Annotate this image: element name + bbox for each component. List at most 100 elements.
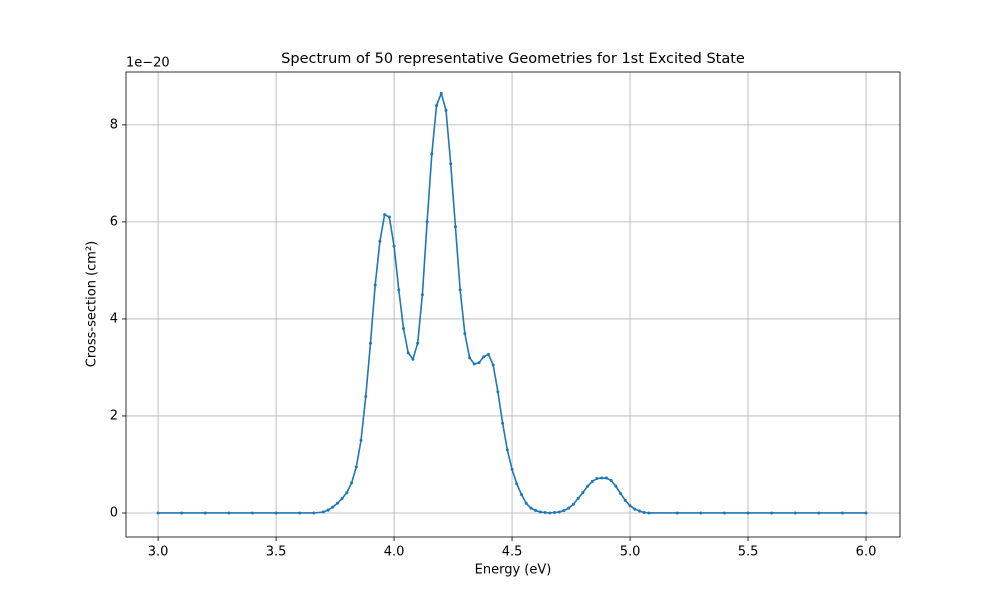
data-point (420, 293, 424, 297)
data-point (312, 511, 316, 515)
data-point (227, 511, 231, 515)
data-point (746, 511, 750, 515)
x-axis-label: Energy (eV) (475, 563, 552, 578)
plot-frame (125, 71, 901, 538)
data-point (468, 356, 472, 360)
data-point (619, 492, 623, 496)
data-point (439, 91, 443, 95)
data-point (637, 509, 641, 513)
data-point (534, 509, 538, 513)
data-point (576, 496, 580, 500)
data-point (350, 481, 354, 485)
data-point (628, 504, 632, 508)
data-point (444, 108, 448, 112)
data-point (586, 484, 590, 488)
data-point (722, 511, 726, 515)
y-tick-label: 6 (110, 214, 118, 229)
data-point (595, 477, 599, 481)
data-point (524, 501, 528, 505)
y-tick-label: 0 (110, 505, 118, 520)
data-point (515, 482, 519, 486)
data-point (458, 288, 462, 292)
data-point (529, 506, 533, 510)
data-point (642, 511, 646, 515)
data-point (567, 506, 571, 510)
data-point (623, 498, 627, 502)
data-point (326, 508, 330, 512)
data-point (402, 327, 406, 331)
data-point (519, 493, 523, 497)
data-point (449, 162, 453, 166)
data-point (331, 505, 335, 509)
data-point (274, 511, 278, 515)
data-point (378, 239, 382, 243)
data-point (491, 363, 495, 367)
y-tick-label: 2 (110, 408, 118, 423)
x-tick-label: 4.5 (502, 545, 523, 560)
data-point (430, 152, 434, 156)
x-tick-label: 3.5 (266, 545, 287, 560)
data-point (477, 361, 481, 365)
data-point (770, 511, 774, 515)
data-point (435, 103, 439, 107)
data-point (373, 283, 377, 287)
data-point (557, 510, 561, 514)
data-point (699, 511, 703, 515)
x-tick-label: 6.0 (856, 545, 877, 560)
data-point (571, 502, 575, 506)
data-point (425, 220, 429, 224)
data-point (397, 288, 401, 292)
data-point (675, 511, 679, 515)
data-point (383, 213, 387, 217)
data-point (411, 357, 415, 361)
data-point (345, 491, 349, 495)
data-point (548, 511, 552, 515)
data-point (364, 395, 368, 399)
y-offset-label: 1e−20 (126, 56, 170, 71)
data-point (472, 362, 476, 366)
data-point (203, 511, 207, 515)
data-point (482, 355, 486, 359)
data-point (581, 491, 585, 495)
data-point (590, 479, 594, 483)
data-point (647, 511, 651, 515)
data-point (453, 225, 457, 229)
data-point (392, 244, 396, 248)
data-point (633, 507, 637, 511)
data-point (543, 511, 547, 515)
data-point (156, 511, 160, 515)
y-tick-label: 4 (110, 311, 118, 326)
data-point (600, 476, 604, 480)
x-tick-label: 3.0 (148, 545, 169, 560)
data-point (298, 511, 302, 515)
data-point (406, 351, 410, 355)
data-point (505, 448, 509, 452)
data-point (609, 478, 613, 482)
data-point (486, 352, 490, 356)
data-point (463, 331, 467, 335)
y-axis-label: Cross-section (cm²) (85, 241, 100, 367)
data-point (793, 511, 797, 515)
data-point (335, 501, 339, 505)
x-tick-label: 4.0 (384, 545, 405, 560)
data-point (562, 509, 566, 513)
data-point (340, 496, 344, 500)
data-point (180, 511, 184, 515)
data-point (510, 467, 514, 471)
data-point (604, 476, 608, 480)
data-point (496, 390, 500, 394)
y-tick-label: 8 (110, 117, 118, 132)
data-point (501, 421, 505, 425)
data-point (553, 511, 557, 515)
x-tick-label: 5.5 (738, 545, 759, 560)
data-point (354, 465, 358, 469)
data-point (864, 511, 868, 515)
data-point (538, 510, 542, 514)
chart-title: Spectrum of 50 representative Geometries… (281, 51, 745, 67)
data-point (250, 511, 254, 515)
data-point (416, 341, 420, 345)
data-point (614, 484, 618, 488)
data-point (368, 341, 372, 345)
data-point (817, 511, 821, 515)
